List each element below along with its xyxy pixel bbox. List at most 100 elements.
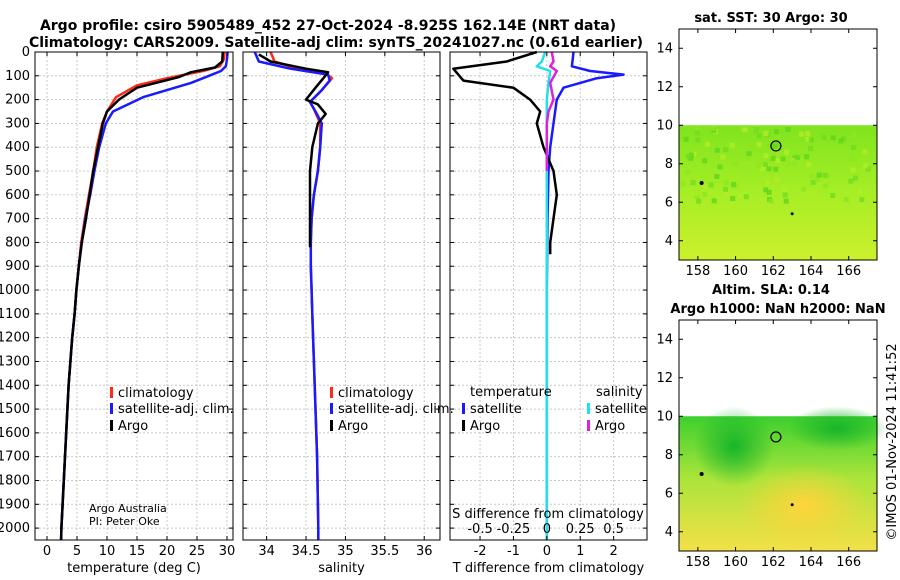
sst-cell <box>801 186 806 192</box>
sst-cell <box>830 135 836 141</box>
sst-cell <box>703 184 708 189</box>
sst-cell <box>708 182 714 188</box>
legend-swatch-argo <box>110 420 113 431</box>
sst-cell <box>805 130 811 136</box>
legend-header-salinity: salinity <box>596 385 643 400</box>
sst-cell <box>848 178 854 184</box>
y-tick-label: 8 <box>665 157 673 172</box>
sst-cell <box>756 163 762 168</box>
sst-cell <box>775 158 781 164</box>
sst-cell <box>865 166 871 172</box>
series-line <box>545 51 625 540</box>
sst-cell <box>770 156 776 161</box>
y-tick-label: 0 <box>22 45 30 60</box>
temperature-legend: climatology satellite-adj. clim. Argo <box>110 386 234 434</box>
sst-cell <box>805 189 811 195</box>
sst-cell <box>765 157 771 163</box>
sla-map-subtitle: Argo h1000: NaN h2000: NaN <box>670 302 885 317</box>
legend-label: satellite <box>470 402 522 417</box>
sst-cell <box>774 142 780 148</box>
x-tick-label: 158 <box>685 555 710 570</box>
sla-high-region <box>739 464 869 548</box>
sst-cell <box>680 151 686 157</box>
legend-swatch-climatology <box>110 387 113 398</box>
sst-cell <box>723 180 729 186</box>
sst-cell <box>684 169 690 175</box>
legend-swatch-satellite <box>330 403 333 414</box>
sst-cell <box>774 177 780 183</box>
sst-cell <box>838 138 844 144</box>
x-tick-label: 15 <box>129 544 146 559</box>
sst-cell <box>702 158 708 164</box>
y-tick-label: 300 <box>5 116 30 131</box>
sst-cell <box>690 180 696 186</box>
x-tick-label: 20 <box>159 544 176 559</box>
island-mark <box>699 472 704 476</box>
y-tick-label: 1300 <box>0 354 30 369</box>
sst-cell <box>714 174 720 179</box>
island-mark <box>790 212 794 216</box>
x-tick-label: 162 <box>761 555 786 570</box>
x-tick-label: 2 <box>609 544 617 559</box>
x-tick-label: 10 <box>99 544 116 559</box>
sst-cell <box>766 189 772 195</box>
difference-panel: -2 -1 0 1 2 T difference from climatology -0.5… <box>449 50 648 576</box>
sst-cell <box>693 190 699 196</box>
sst-cell <box>763 153 769 159</box>
legend-label: climatology <box>118 386 194 401</box>
x-tick-label: 164 <box>799 555 824 570</box>
credit-line1: Argo Australia <box>89 502 167 515</box>
x-axis-label: salinity <box>318 561 365 576</box>
y-tick-label: 8 <box>665 448 673 463</box>
sst-cell <box>723 186 729 192</box>
temperature-panel: 0 5 10 15 20 25 300100200300400500600700800900… <box>0 45 235 576</box>
timestamp-stamp: ©IMOS 01-Nov-2024 11:41:52 <box>885 343 900 540</box>
y-tick-label: 12 <box>656 80 673 95</box>
x-tick-label: 0 <box>543 544 551 559</box>
sst-cell <box>806 162 812 168</box>
island-mark <box>699 181 704 185</box>
sst-cell <box>765 180 771 185</box>
legend-label: Argo <box>470 419 500 434</box>
sst-cell <box>772 143 778 149</box>
sst-cell <box>822 172 828 178</box>
legend-header-temperature: temperature <box>470 385 552 400</box>
sst-cell <box>805 136 811 142</box>
x-tick-label: 160 <box>723 555 748 570</box>
sst-cell <box>694 126 700 132</box>
legend-swatch-t-satellite <box>462 403 465 414</box>
salinity-panel: 34 34.5 35 35.5 36 salinity <box>242 51 441 576</box>
s-axis-label: S difference from climatology <box>452 507 644 522</box>
x-axis-label: temperature (deg C) <box>67 561 201 576</box>
sst-cell <box>821 135 827 140</box>
sst-cell <box>730 196 736 202</box>
salinity-legend: climatology satellite-adj. clim. Argo <box>330 386 454 434</box>
series-line <box>59 51 226 541</box>
legend-swatch-argo <box>330 420 333 431</box>
sst-cell <box>764 142 770 148</box>
sst-cell <box>711 198 717 204</box>
legend-swatch-s-argo <box>587 420 590 431</box>
sst-cell <box>732 161 738 167</box>
sst-cell <box>702 191 708 197</box>
figure-title-line2: Climatology: CARS2009. Satellite-adj cli… <box>29 35 643 51</box>
series-line <box>59 51 229 541</box>
sst-cell <box>785 127 791 132</box>
sst-cell <box>782 186 788 192</box>
x-tick-label: 162 <box>761 264 786 279</box>
sst-cell <box>782 192 788 198</box>
y-tick-label: 1600 <box>0 426 30 441</box>
sst-cell <box>768 198 774 204</box>
sst-cell <box>694 193 700 199</box>
sst-cell <box>862 139 868 145</box>
sst-cell <box>730 182 736 188</box>
y-tick-label: 1900 <box>0 497 30 512</box>
sst-cell <box>683 136 689 142</box>
sla-low-region <box>787 406 887 451</box>
sst-cell <box>685 154 691 160</box>
sst-cell <box>688 152 694 158</box>
y-tick-label: 1500 <box>0 402 30 417</box>
x-tick-label: 5 <box>73 544 81 559</box>
y-tick-label: 1200 <box>0 331 30 346</box>
x-tick-label: 35.5 <box>370 544 399 559</box>
